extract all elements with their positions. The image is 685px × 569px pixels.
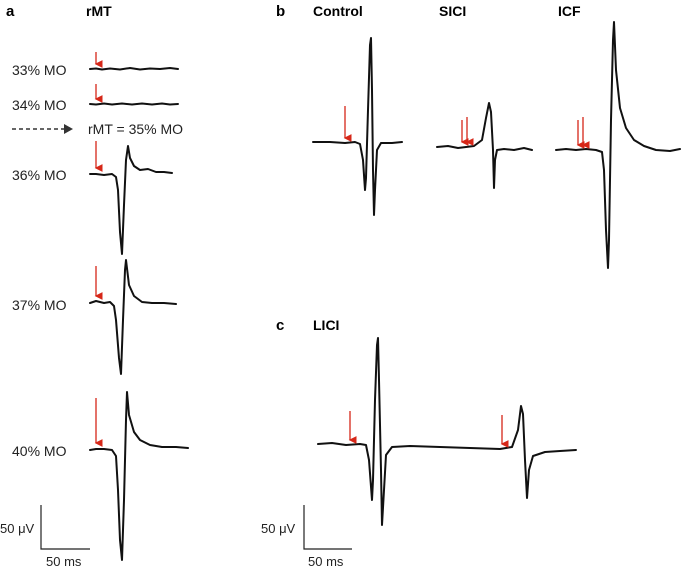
sici-trace (436, 102, 533, 189)
panel-c-letter: c (276, 317, 284, 334)
scale-bc-time: 50 ms (308, 554, 344, 569)
row-label-33: 33% MO (12, 62, 67, 78)
panel-b-letter: b (276, 3, 285, 20)
panel-a-letter: a (6, 3, 15, 20)
mep-trace-36 (89, 145, 173, 255)
control-trace (312, 37, 403, 216)
panel-c-title: LICI (313, 317, 339, 333)
panel-a-title: rMT (86, 3, 112, 19)
panel-b-title-icf: ICF (558, 3, 581, 19)
icf-trace (555, 21, 681, 269)
row-label-37: 37% MO (12, 297, 67, 313)
mep-trace-34 (89, 102, 179, 106)
panel-b-title-control: Control (313, 3, 363, 19)
mep-trace-33 (89, 67, 179, 71)
row-label-36: 36% MO (12, 167, 67, 183)
row-label-rmt: rMT = 35% MO (88, 121, 183, 137)
scale-bar-bc: 50 μV 50 ms (261, 505, 352, 569)
mep-trace-40 (89, 391, 189, 561)
row-label-40: 40% MO (12, 443, 67, 459)
scale-bc-amplitude: 50 μV (261, 521, 296, 536)
lici-trace (317, 337, 577, 526)
threshold-arrow (12, 124, 73, 134)
scale-a-amplitude: 50 μV (0, 521, 35, 536)
scale-a-time: 50 ms (46, 554, 82, 569)
panel-b-title-sici: SICI (439, 3, 466, 19)
mep-trace-37 (89, 259, 177, 375)
row-label-34: 34% MO (12, 97, 67, 113)
scale-bar-a: 50 μV 50 ms (0, 505, 90, 569)
